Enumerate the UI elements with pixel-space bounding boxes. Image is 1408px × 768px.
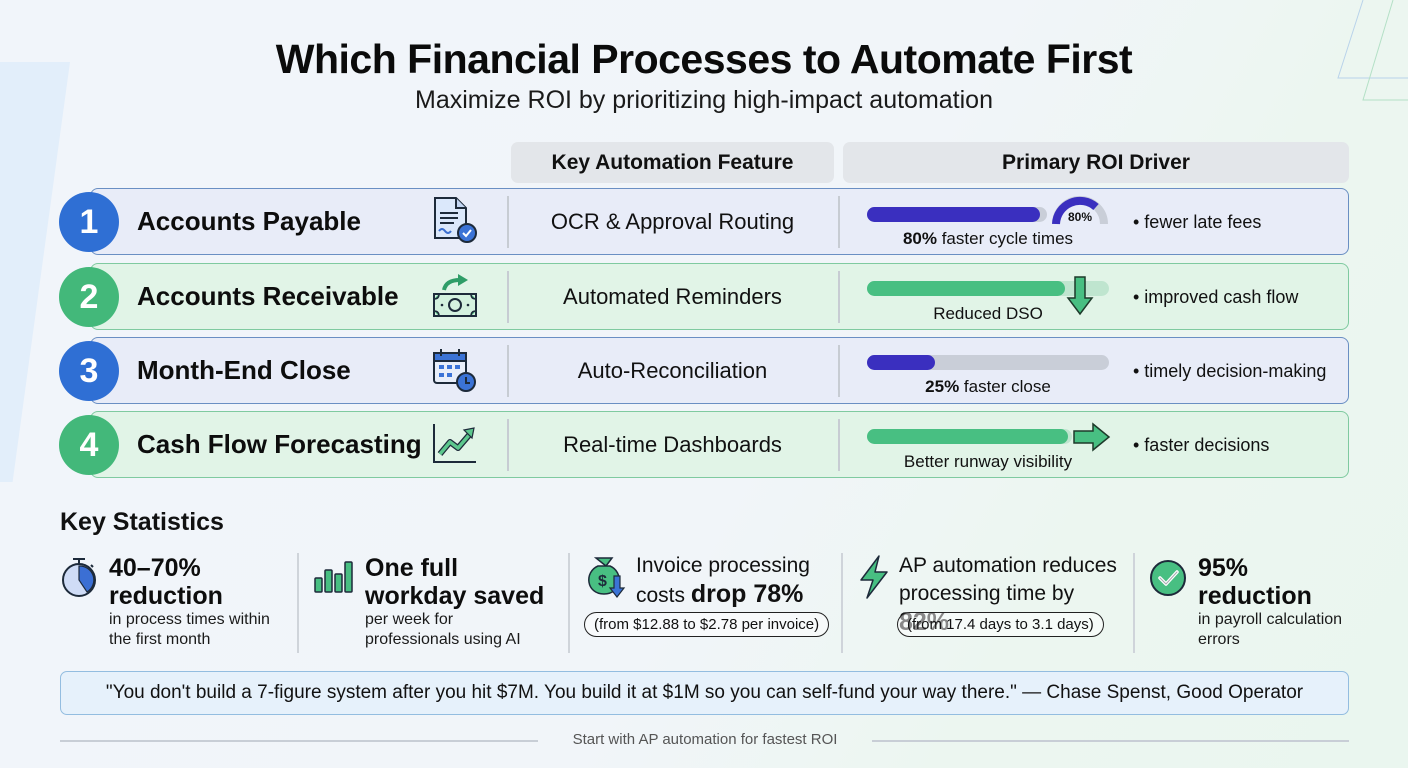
stat-description: per week for (365, 611, 454, 628)
stopwatch-icon (62, 558, 96, 597)
automation-feature: OCR & Approval Routing (550, 208, 795, 234)
process-name: Accounts Payable (137, 206, 361, 236)
roi-progress-bar (867, 281, 1109, 296)
stat-value: 40–70% (109, 554, 201, 582)
footer-tagline: Start with AP automation for fastest ROI (572, 731, 838, 748)
stat-description: professionals using AI (365, 631, 521, 648)
roi-progress-fill (867, 281, 1066, 296)
column-divider (838, 196, 840, 248)
column-divider (838, 271, 840, 323)
roi-progress-bar (867, 355, 1109, 370)
column-divider (507, 271, 509, 323)
quote-banner: "You don't build a 7-figure system after… (60, 671, 1349, 715)
roi-label-text: faster cycle times (936, 229, 1074, 248)
stat-value: drop 78% (690, 580, 804, 608)
column-header-roi: Primary ROI Driver (843, 142, 1349, 183)
stat-divider (841, 553, 843, 653)
section-title-key-statistics: Key Statistics (60, 508, 224, 536)
rank-badge: 4 (59, 415, 119, 475)
calendar-clock-icon (433, 349, 476, 392)
stat-divider (568, 553, 570, 653)
stat-divider (297, 553, 299, 653)
column-divider (507, 419, 509, 471)
column-divider (838, 345, 840, 397)
background-decoration-right (1337, 0, 1408, 101)
stat-detail-pill: (from $12.88 to $2.78 per invoice) (584, 612, 830, 637)
stat-ap-processing-time: AP automation reduces processing time by… (857, 550, 1127, 655)
money-bag-down-icon: $ (588, 557, 626, 598)
stat-text: AP automation reduces (899, 554, 1117, 577)
roi-label-text: Better runway visibility (903, 452, 1073, 471)
roi-label-text: Reduced DSO (933, 304, 1043, 323)
roi-label: Better runway visibility (867, 452, 1109, 472)
svg-text:$: $ (598, 573, 607, 590)
roi-benefit: • timely decision-making (1133, 361, 1327, 381)
row-background (90, 411, 1349, 478)
background-decoration-left (0, 62, 70, 482)
stat-invoice-costs: $ Invoice processing costs drop 78% (fro… (584, 550, 834, 655)
stat-description: in process times within (109, 611, 270, 628)
column-divider (507, 196, 509, 248)
roi-benefit: • faster decisions (1133, 435, 1270, 455)
lightning-icon (860, 555, 888, 599)
stat-description: in payroll calculation (1198, 611, 1343, 628)
right-arrow-icon (1073, 422, 1111, 452)
stat-detail-pill: (from 17.4 days to 3.1 days) (897, 612, 1104, 637)
process-name: Accounts Receivable (137, 281, 399, 311)
column-header-feature: Key Automation Feature (511, 142, 834, 183)
page-subtitle: Maximize ROI by prioritizing high-impact… (415, 86, 993, 114)
rank-badge: 3 (59, 341, 119, 401)
row-background (90, 263, 1349, 330)
column-divider (838, 419, 840, 471)
roi-benefit: • fewer late fees (1133, 212, 1262, 232)
footer-divider-right (872, 740, 1349, 742)
roi-label: Reduced DSO (867, 304, 1109, 324)
stat-text: costs (636, 584, 691, 607)
invoice-check-icon (434, 197, 477, 243)
roi-progress-bar (867, 429, 1072, 444)
roi-label: 80% faster cycle times (867, 229, 1109, 249)
page-title: Which Financial Processes to Automate Fi… (275, 36, 1133, 82)
roi-progress-fill (867, 429, 1068, 444)
stat-value: One full (365, 554, 459, 582)
stat-value: workday saved (365, 582, 545, 610)
down-arrow-icon (1066, 276, 1094, 316)
roi-benefit: • improved cash flow (1133, 287, 1299, 307)
footer-divider-left (60, 740, 538, 742)
process-name: Cash Flow Forecasting (137, 429, 422, 459)
automation-feature: Real-time Dashboards (563, 431, 782, 457)
roi-label: 25% faster close (867, 377, 1109, 397)
bar-chart-icon (314, 561, 353, 593)
stat-process-time: 40–70% reduction in process times within… (60, 550, 290, 655)
stat-value: reduction (1198, 582, 1312, 610)
stat-workday-saved: One full workday saved per week for prof… (313, 550, 563, 655)
row-background (90, 337, 1349, 404)
stat-text: processing time by (899, 582, 1075, 605)
stat-value: 95% (1198, 554, 1249, 582)
roi-progress-bar (867, 207, 1047, 222)
gauge-label: 80% (1067, 210, 1093, 224)
stat-divider (1133, 553, 1135, 653)
column-divider (507, 345, 509, 397)
stat-description: the first month (109, 631, 211, 648)
stat-description: errors (1198, 631, 1240, 648)
roi-progress-fill (867, 207, 1040, 222)
automation-feature: Auto-Reconciliation (577, 357, 768, 383)
check-circle-icon (1150, 560, 1186, 596)
trend-chart-icon (433, 424, 476, 463)
roi-label-value: 25% (925, 377, 960, 396)
stat-payroll-errors: 95% reduction in payroll calculation err… (1148, 550, 1368, 655)
roi-progress-fill (867, 355, 935, 370)
rank-badge: 2 (59, 267, 119, 327)
row-background (90, 188, 1349, 255)
cash-arrow-icon (433, 274, 477, 317)
automation-feature: Automated Reminders (563, 283, 782, 309)
process-name: Month-End Close (137, 355, 351, 385)
stat-value: reduction (109, 582, 223, 610)
roi-label-value: 80% (902, 229, 937, 248)
gauge-icon (1052, 196, 1108, 225)
rank-badge: 1 (59, 192, 119, 252)
stat-text: Invoice processing (636, 554, 810, 577)
roi-label-text: faster close (959, 377, 1051, 396)
